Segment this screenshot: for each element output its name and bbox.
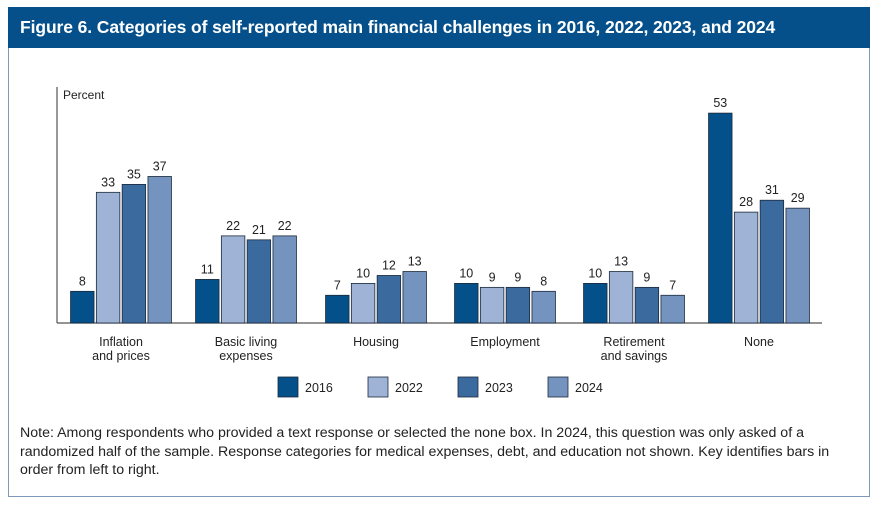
bar-2024-0 xyxy=(147,176,172,324)
figure-title: Figure 6. Categories of self-reported ma… xyxy=(8,7,870,48)
bar-2016-5 xyxy=(708,112,733,324)
data-label: 31 xyxy=(765,183,779,197)
legend-swatch-2023 xyxy=(457,376,479,398)
data-label: 28 xyxy=(739,195,753,209)
x-tick-label: Basic living xyxy=(215,335,278,349)
data-label: 35 xyxy=(127,167,141,181)
bar-2023-3 xyxy=(505,286,531,324)
x-tick-label: expenses xyxy=(219,349,273,363)
bar-2024-4 xyxy=(660,294,685,324)
data-label: 29 xyxy=(791,191,805,205)
legend-label: 2016 xyxy=(305,381,333,395)
data-label: 9 xyxy=(489,270,496,284)
y-axis-label: Percent xyxy=(63,88,105,102)
data-label: 11 xyxy=(201,262,214,276)
bar-2022-3 xyxy=(479,286,505,324)
legend-swatch-2016 xyxy=(277,376,299,398)
bar-2024-3 xyxy=(531,290,556,324)
x-tick-label: None xyxy=(744,335,774,349)
legend-swatch-2024 xyxy=(547,376,569,398)
bar-2023-2 xyxy=(376,275,402,324)
bar-2016-0 xyxy=(70,290,95,324)
x-tick-label: Retirement xyxy=(603,335,665,349)
data-label: 10 xyxy=(356,266,370,280)
data-label: 22 xyxy=(226,219,240,233)
x-tick-label: and savings xyxy=(601,349,668,363)
x-tick-label: Employment xyxy=(470,335,540,349)
data-label: 53 xyxy=(713,96,727,110)
bar-2024-1 xyxy=(272,235,297,324)
data-label: 7 xyxy=(669,278,676,292)
legend-swatch-2022 xyxy=(367,376,389,398)
figure-note: Note: Among respondents who provided a t… xyxy=(20,425,830,478)
data-label: 33 xyxy=(101,175,115,189)
bar-2023-5 xyxy=(759,199,785,324)
x-tick-label: and prices xyxy=(92,349,150,363)
bar-2016-2 xyxy=(325,294,350,324)
legend-label: 2022 xyxy=(395,381,423,395)
x-tick-label: Inflation xyxy=(99,335,143,349)
data-label: 8 xyxy=(79,274,86,288)
bar-2024-2 xyxy=(402,271,427,324)
data-label: 22 xyxy=(278,219,292,233)
bar-2024-5 xyxy=(785,207,810,324)
data-label: 13 xyxy=(408,255,422,269)
bar-2016-1 xyxy=(195,279,220,324)
data-label: 9 xyxy=(643,270,650,284)
bar-2023-4 xyxy=(634,286,660,324)
data-label: 12 xyxy=(382,258,396,272)
data-label: 7 xyxy=(334,278,341,292)
legend-label: 2023 xyxy=(485,381,513,395)
bar-2023-0 xyxy=(121,183,147,324)
bar-2016-3 xyxy=(454,282,479,324)
bar-2022-1 xyxy=(220,235,246,324)
bar-2022-5 xyxy=(733,211,759,324)
legend-label: 2024 xyxy=(575,381,603,395)
bar-2022-0 xyxy=(95,191,121,324)
data-label: 13 xyxy=(614,255,628,269)
x-tick-label: Housing xyxy=(353,335,399,349)
bar-2016-4 xyxy=(583,282,608,324)
data-label: 37 xyxy=(153,159,167,173)
bar-2023-1 xyxy=(246,239,272,324)
data-label: 10 xyxy=(588,266,602,280)
bar-2022-4 xyxy=(608,271,634,324)
bar-2022-2 xyxy=(350,282,376,324)
data-label: 21 xyxy=(252,223,266,237)
data-label: 8 xyxy=(540,274,547,288)
data-label: 9 xyxy=(514,270,521,284)
data-label: 10 xyxy=(459,266,473,280)
